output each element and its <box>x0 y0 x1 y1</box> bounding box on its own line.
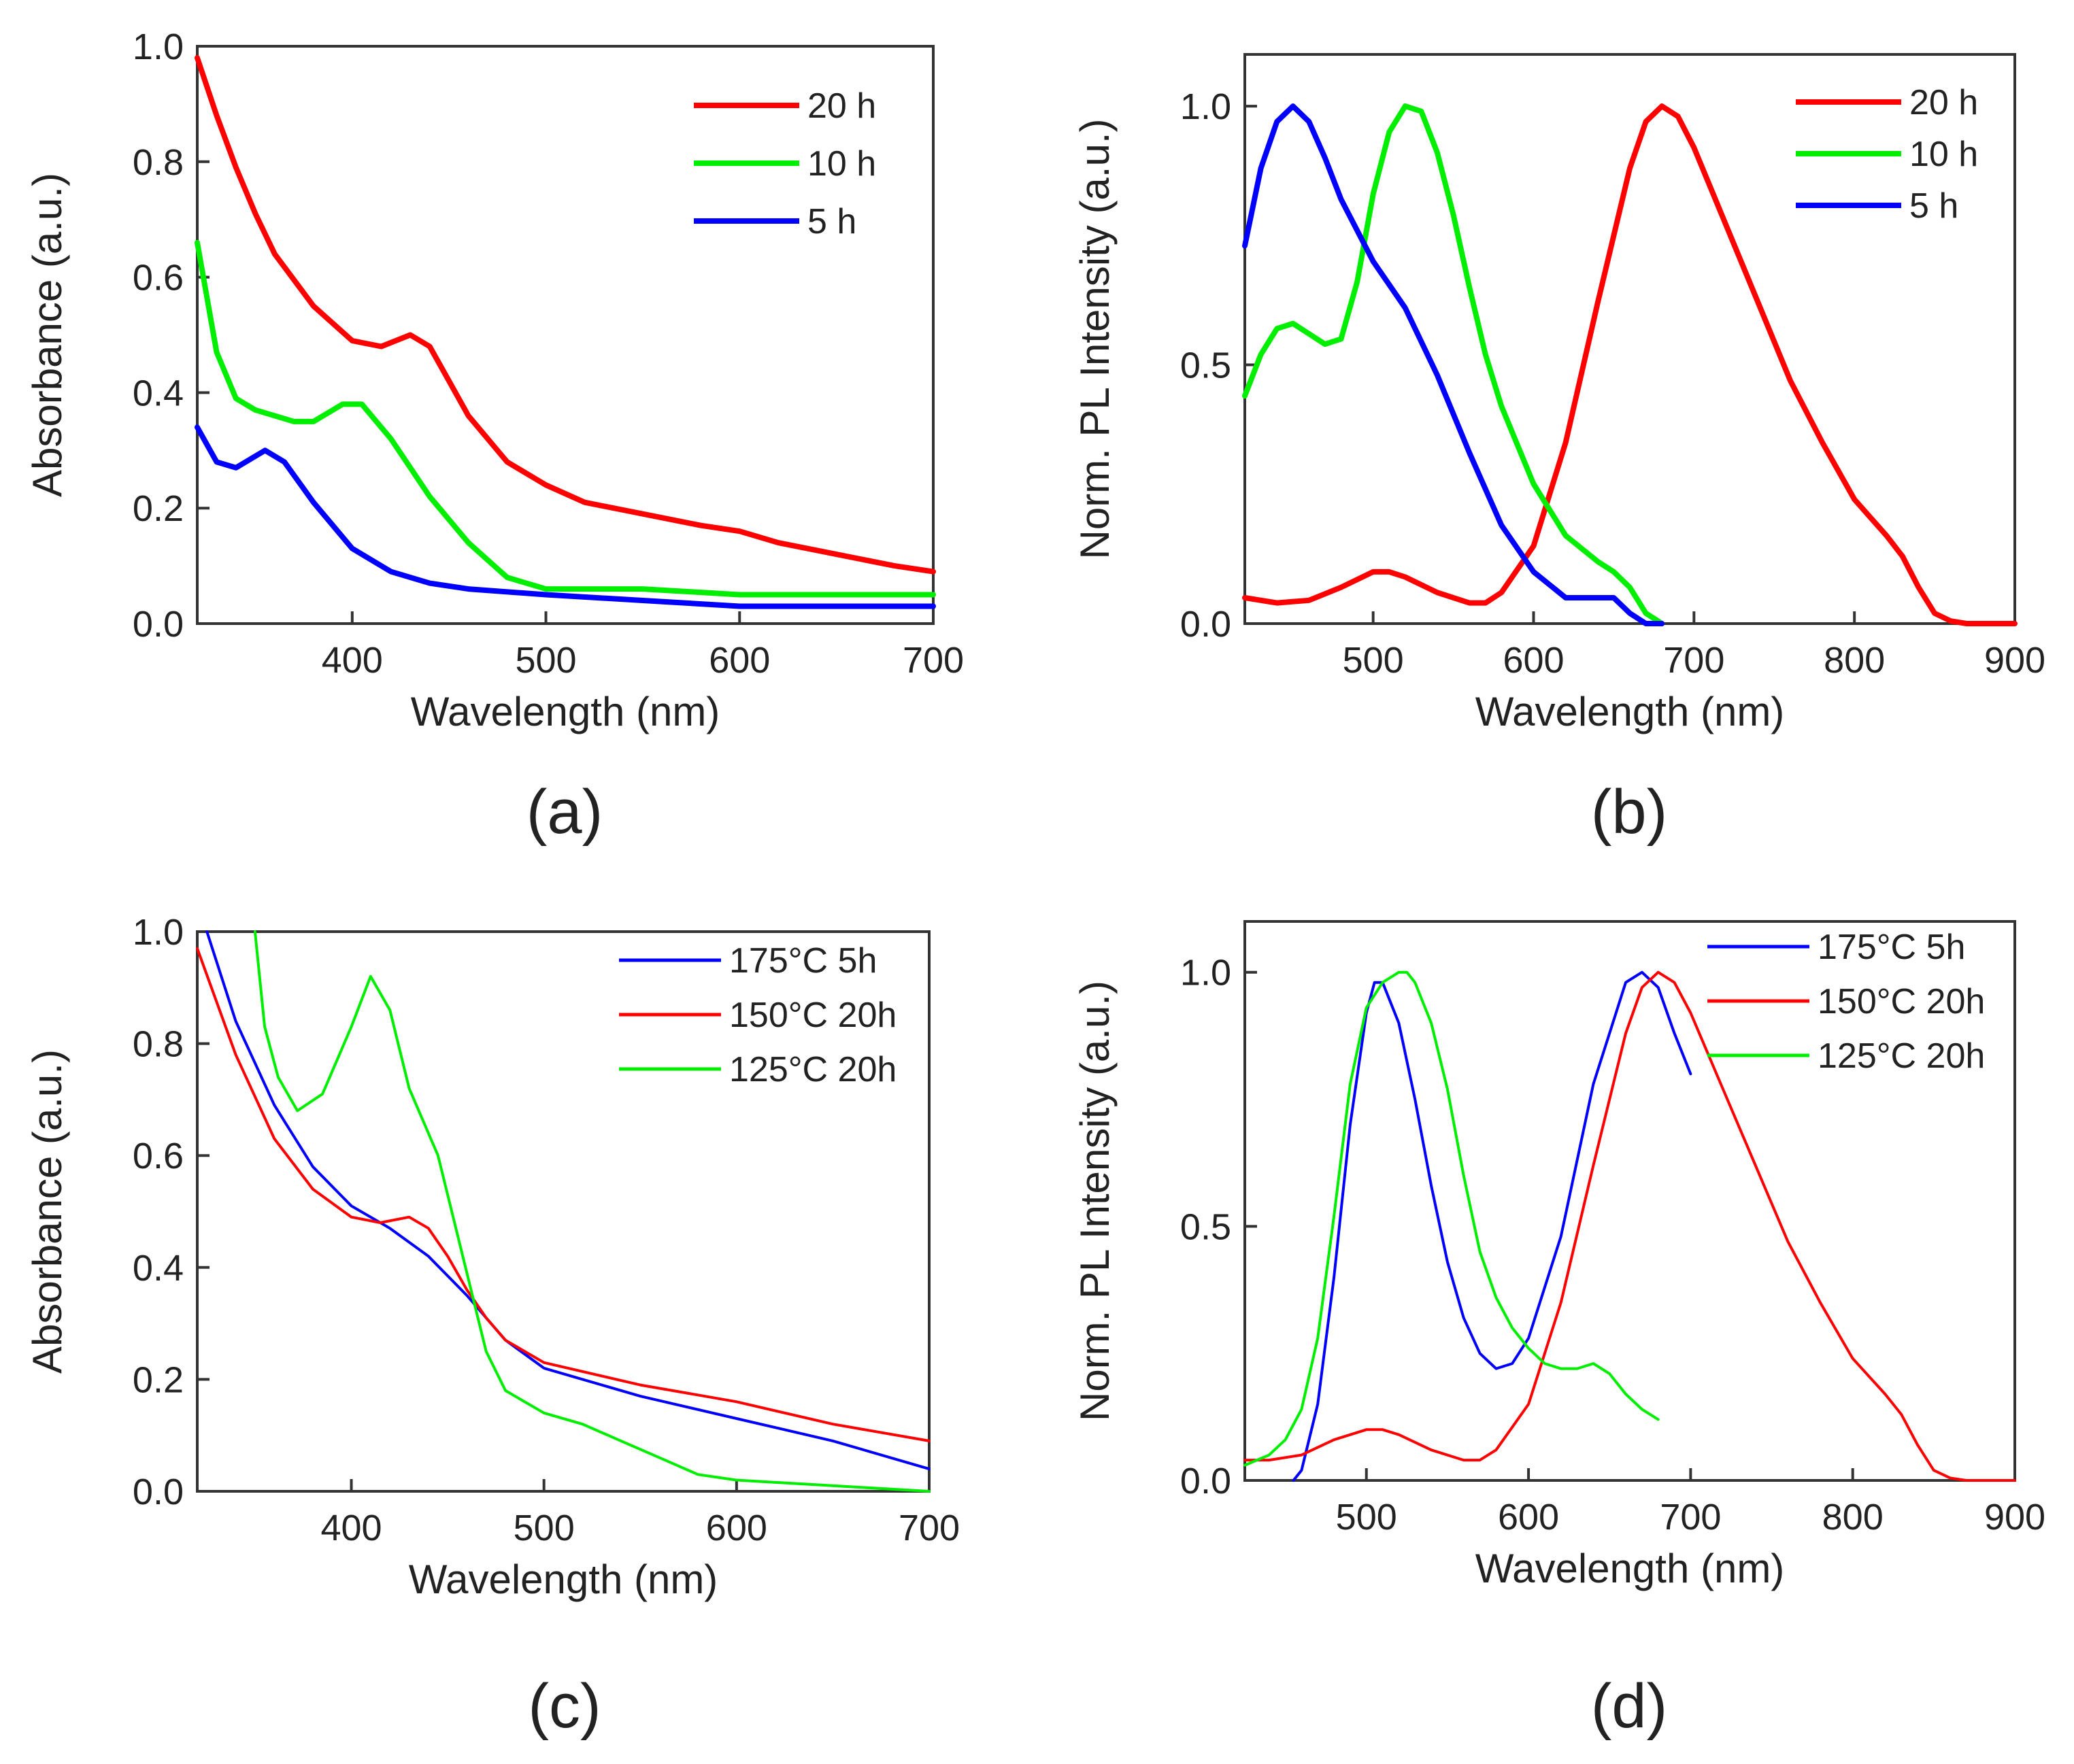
panel-a-frame <box>196 45 935 625</box>
panel-a-x-ticks: 400 500 600 700 <box>322 611 964 681</box>
panel-a-y-tick-label: 0.6 <box>133 258 184 299</box>
panel-a-legend-label: 10 h <box>807 144 876 184</box>
panel-c-legend-label: 150°C 20h <box>729 996 897 1035</box>
panel-d-label: (d) <box>1591 1672 1667 1741</box>
panel-c-series-line <box>205 930 931 1471</box>
panel-d: 0.0 0.5 1.0 500 600 700 800 900 Wavelength (nm… <box>1072 920 2045 1741</box>
panel-b-legend: 20 h 10 h 5 h <box>1796 83 1978 226</box>
panel-a-y-axis-title: Absorbance (a.u.) <box>24 173 70 497</box>
panel-c-y-tick-label: 0.0 <box>133 1472 184 1512</box>
panel-a: 0.0 0.2 0.4 0.6 0.8 1.0 400 500 600 700 Waveleng… <box>24 27 964 847</box>
panel-b-legend-label: 5 h <box>1909 186 1958 226</box>
panel-c-series <box>196 930 931 1493</box>
panel-a-series-line <box>195 239 936 598</box>
panel-a-x-tick-label: 700 <box>903 640 964 681</box>
panel-b-x-axis-title: Wavelength (nm) <box>1475 689 1785 734</box>
panel-c-y-tick-label: 0.8 <box>133 1024 184 1065</box>
panel-b-y-tick-label: 0.5 <box>1180 345 1231 386</box>
panel-d-x-axis-title: Wavelength (nm) <box>1475 1546 1785 1591</box>
panel-c-label: (c) <box>528 1672 601 1741</box>
panel-c-x-tick-label: 600 <box>706 1508 767 1548</box>
panel-b-label: (b) <box>1591 777 1667 847</box>
panel-c-y-tick-label: 1.0 <box>133 912 184 953</box>
panel-a-y-tick-label: 0.4 <box>133 373 184 413</box>
panel-b-y-ticks: 0.0 0.5 1.0 <box>1180 86 1257 645</box>
panel-c-legend: 175°C 5h 150°C 20h 125°C 20h <box>619 941 897 1089</box>
panel-c-series-line <box>196 947 931 1442</box>
panel-b-y-axis-title: Norm. PL Intensity (a.u.) <box>1072 119 1118 560</box>
panel-a-y-tick-label: 1.0 <box>133 27 184 67</box>
panel-c-frame <box>196 930 931 1493</box>
panel-b-series-line <box>1242 103 2018 626</box>
panel-d-y-tick-label: 1.0 <box>1180 953 1231 994</box>
panel-c-series-line <box>253 930 931 1493</box>
panel-a-y-tick-label: 0.0 <box>133 604 184 645</box>
panel-b-x-tick-label: 600 <box>1503 640 1564 681</box>
panel-d-y-tick-label: 0.5 <box>1180 1206 1231 1247</box>
panel-b-legend-label: 20 h <box>1909 83 1978 122</box>
panel-a-y-tick-label: 0.2 <box>133 488 184 529</box>
panel-b-series-line <box>1242 103 1665 626</box>
panel-c-y-axis-title: Absorbance (a.u.) <box>24 1049 70 1374</box>
panel-c-legend-label: 125°C 20h <box>729 1050 897 1089</box>
panel-b-x-tick-label: 500 <box>1343 640 1404 681</box>
panel-c: 0.0 0.2 0.4 0.6 0.8 1.0 400 500 600 700 Waveleng… <box>24 912 960 1741</box>
panel-a-y-ticks: 0.0 0.2 0.4 0.6 0.8 1.0 <box>133 27 210 645</box>
panel-a-series-line <box>195 424 936 609</box>
panel-d-series-line <box>1243 970 2016 1482</box>
panel-d-series-line <box>1292 970 1692 1482</box>
panel-c-x-ticks: 400 500 600 700 <box>320 1479 960 1548</box>
panel-a-y-tick-label: 0.8 <box>133 142 184 183</box>
panel-a-legend: 20 h 10 h 5 h <box>694 86 876 241</box>
panel-d-x-tick-label: 900 <box>1984 1497 2045 1538</box>
panel-a-legend-label: 20 h <box>807 86 876 126</box>
panel-c-x-tick-label: 700 <box>899 1508 960 1548</box>
panel-a-series-line <box>195 55 936 575</box>
panel-a-series <box>195 55 936 609</box>
panel-b-series <box>1242 103 2018 626</box>
panel-c-legend-label: 175°C 5h <box>729 941 877 981</box>
panel-b: 0.0 0.5 1.0 500 600 700 800 900 Wavelength (nm… <box>1072 53 2045 847</box>
panel-c-x-axis-title: Wavelength (nm) <box>409 1557 718 1602</box>
panel-d-x-tick-label: 700 <box>1660 1497 1721 1538</box>
panel-b-x-tick-label: 700 <box>1663 640 1724 681</box>
panel-d-legend-label: 175°C 5h <box>1818 928 1965 967</box>
panel-b-y-tick-label: 1.0 <box>1180 86 1231 127</box>
panel-a-label: (a) <box>526 777 603 847</box>
panel-d-x-ticks: 500 600 700 800 900 <box>1336 1468 2045 1538</box>
panel-b-legend-label: 10 h <box>1909 135 1978 174</box>
panel-d-x-tick-label: 800 <box>1822 1497 1884 1538</box>
panel-d-y-ticks: 0.0 0.5 1.0 <box>1180 953 1257 1502</box>
panel-d-y-axis-title: Norm. PL Intensity (a.u.) <box>1072 981 1118 1421</box>
panel-c-x-tick-label: 400 <box>320 1508 382 1548</box>
panel-d-frame <box>1243 920 2016 1482</box>
panel-b-series-line <box>1242 103 1665 626</box>
panel-d-y-tick-label: 0.0 <box>1180 1461 1231 1502</box>
panel-a-x-tick-label: 400 <box>322 640 383 681</box>
panel-c-y-tick-label: 0.6 <box>133 1136 184 1176</box>
panel-d-x-tick-label: 500 <box>1336 1497 1397 1538</box>
panel-b-x-tick-label: 800 <box>1824 640 1885 681</box>
panel-a-x-axis-title: Wavelength (nm) <box>411 689 720 734</box>
panel-d-legend-label: 150°C 20h <box>1818 982 1985 1021</box>
panel-b-x-ticks: 500 600 700 800 900 <box>1343 611 2045 681</box>
panel-a-x-tick-label: 600 <box>709 640 770 681</box>
panel-c-y-tick-label: 0.2 <box>133 1359 184 1400</box>
panel-b-x-tick-label: 900 <box>1984 640 2045 681</box>
panel-b-y-tick-label: 0.0 <box>1180 604 1231 645</box>
panel-d-series <box>1243 970 2016 1482</box>
panel-a-x-tick-label: 500 <box>515 640 576 681</box>
panel-b-frame <box>1243 53 2016 625</box>
panel-c-y-tick-label: 0.4 <box>133 1248 184 1289</box>
panel-d-legend-label: 125°C 20h <box>1818 1036 1985 1076</box>
panel-d-series-line <box>1243 970 1660 1467</box>
panel-a-legend-label: 5 h <box>807 202 856 241</box>
panel-d-x-tick-label: 600 <box>1498 1497 1559 1538</box>
panel-c-x-tick-label: 500 <box>514 1508 575 1548</box>
panel-c-y-ticks: 0.0 0.2 0.4 0.6 0.8 1.0 <box>133 912 210 1512</box>
panel-d-legend: 175°C 5h 150°C 20h 125°C 20h <box>1707 928 1985 1076</box>
